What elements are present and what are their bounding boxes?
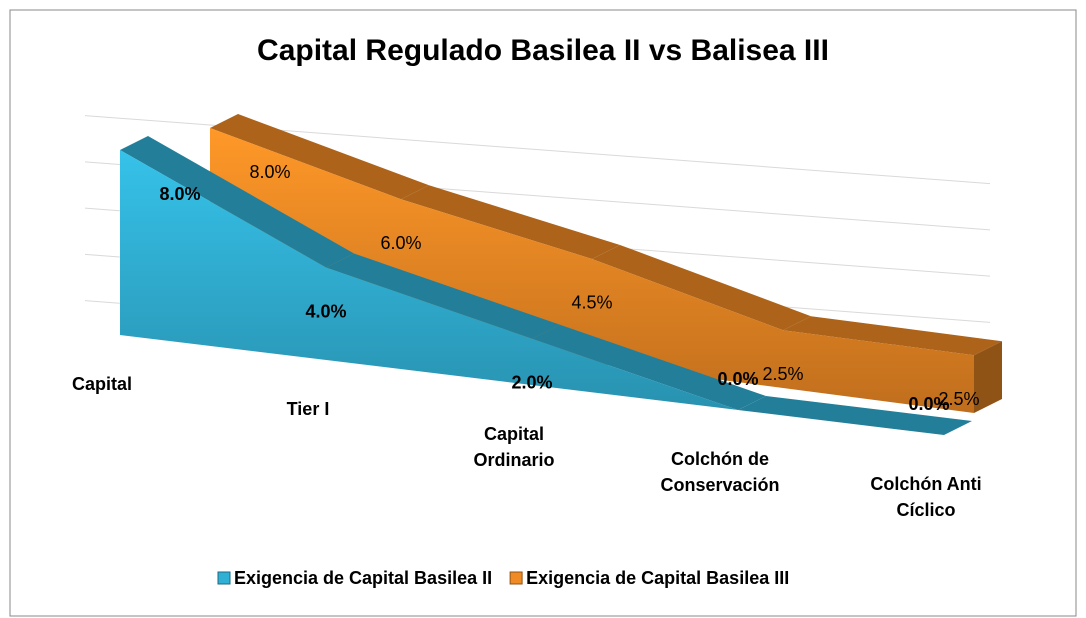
area-top (120, 136, 354, 268)
data-label: 8.0% (159, 184, 200, 204)
area-top (783, 316, 1002, 356)
x-tick-label: Capital Ordinario (473, 424, 554, 470)
data-label: 4.0% (305, 301, 346, 321)
data-label: 2.5% (938, 389, 979, 409)
legend-label: Exigencia de Capital Basilea II (234, 568, 492, 588)
area-top (738, 396, 972, 435)
legend-swatch (509, 571, 523, 585)
data-label: 8.0% (249, 162, 290, 182)
area-side (974, 341, 1002, 413)
area-top (210, 114, 429, 200)
x-tick-label: Capital (72, 374, 132, 394)
data-label: 0.0% (908, 394, 949, 414)
chart-title: Capital Regulado Basilea II vs Balisea I… (257, 34, 829, 67)
legend-label: Exigencia de Capital Basilea III (526, 568, 789, 588)
data-label: 2.5% (762, 364, 803, 384)
area (120, 150, 944, 435)
x-tick-label: Colchón Anti Cíclico (870, 474, 981, 520)
area-top (401, 185, 620, 259)
area (210, 128, 974, 413)
legend-swatch (217, 571, 231, 585)
data-label: 0.0% (717, 369, 758, 389)
data-label: 4.5% (571, 293, 612, 313)
area-top (592, 244, 811, 331)
x-tick-label: Colchón de Conservación (660, 449, 779, 495)
area-top (532, 324, 766, 410)
data-label: 6.0% (380, 233, 421, 253)
area-top (326, 253, 560, 339)
data-label: 2.0% (511, 373, 552, 393)
x-tick-label: Tier I (287, 399, 330, 419)
